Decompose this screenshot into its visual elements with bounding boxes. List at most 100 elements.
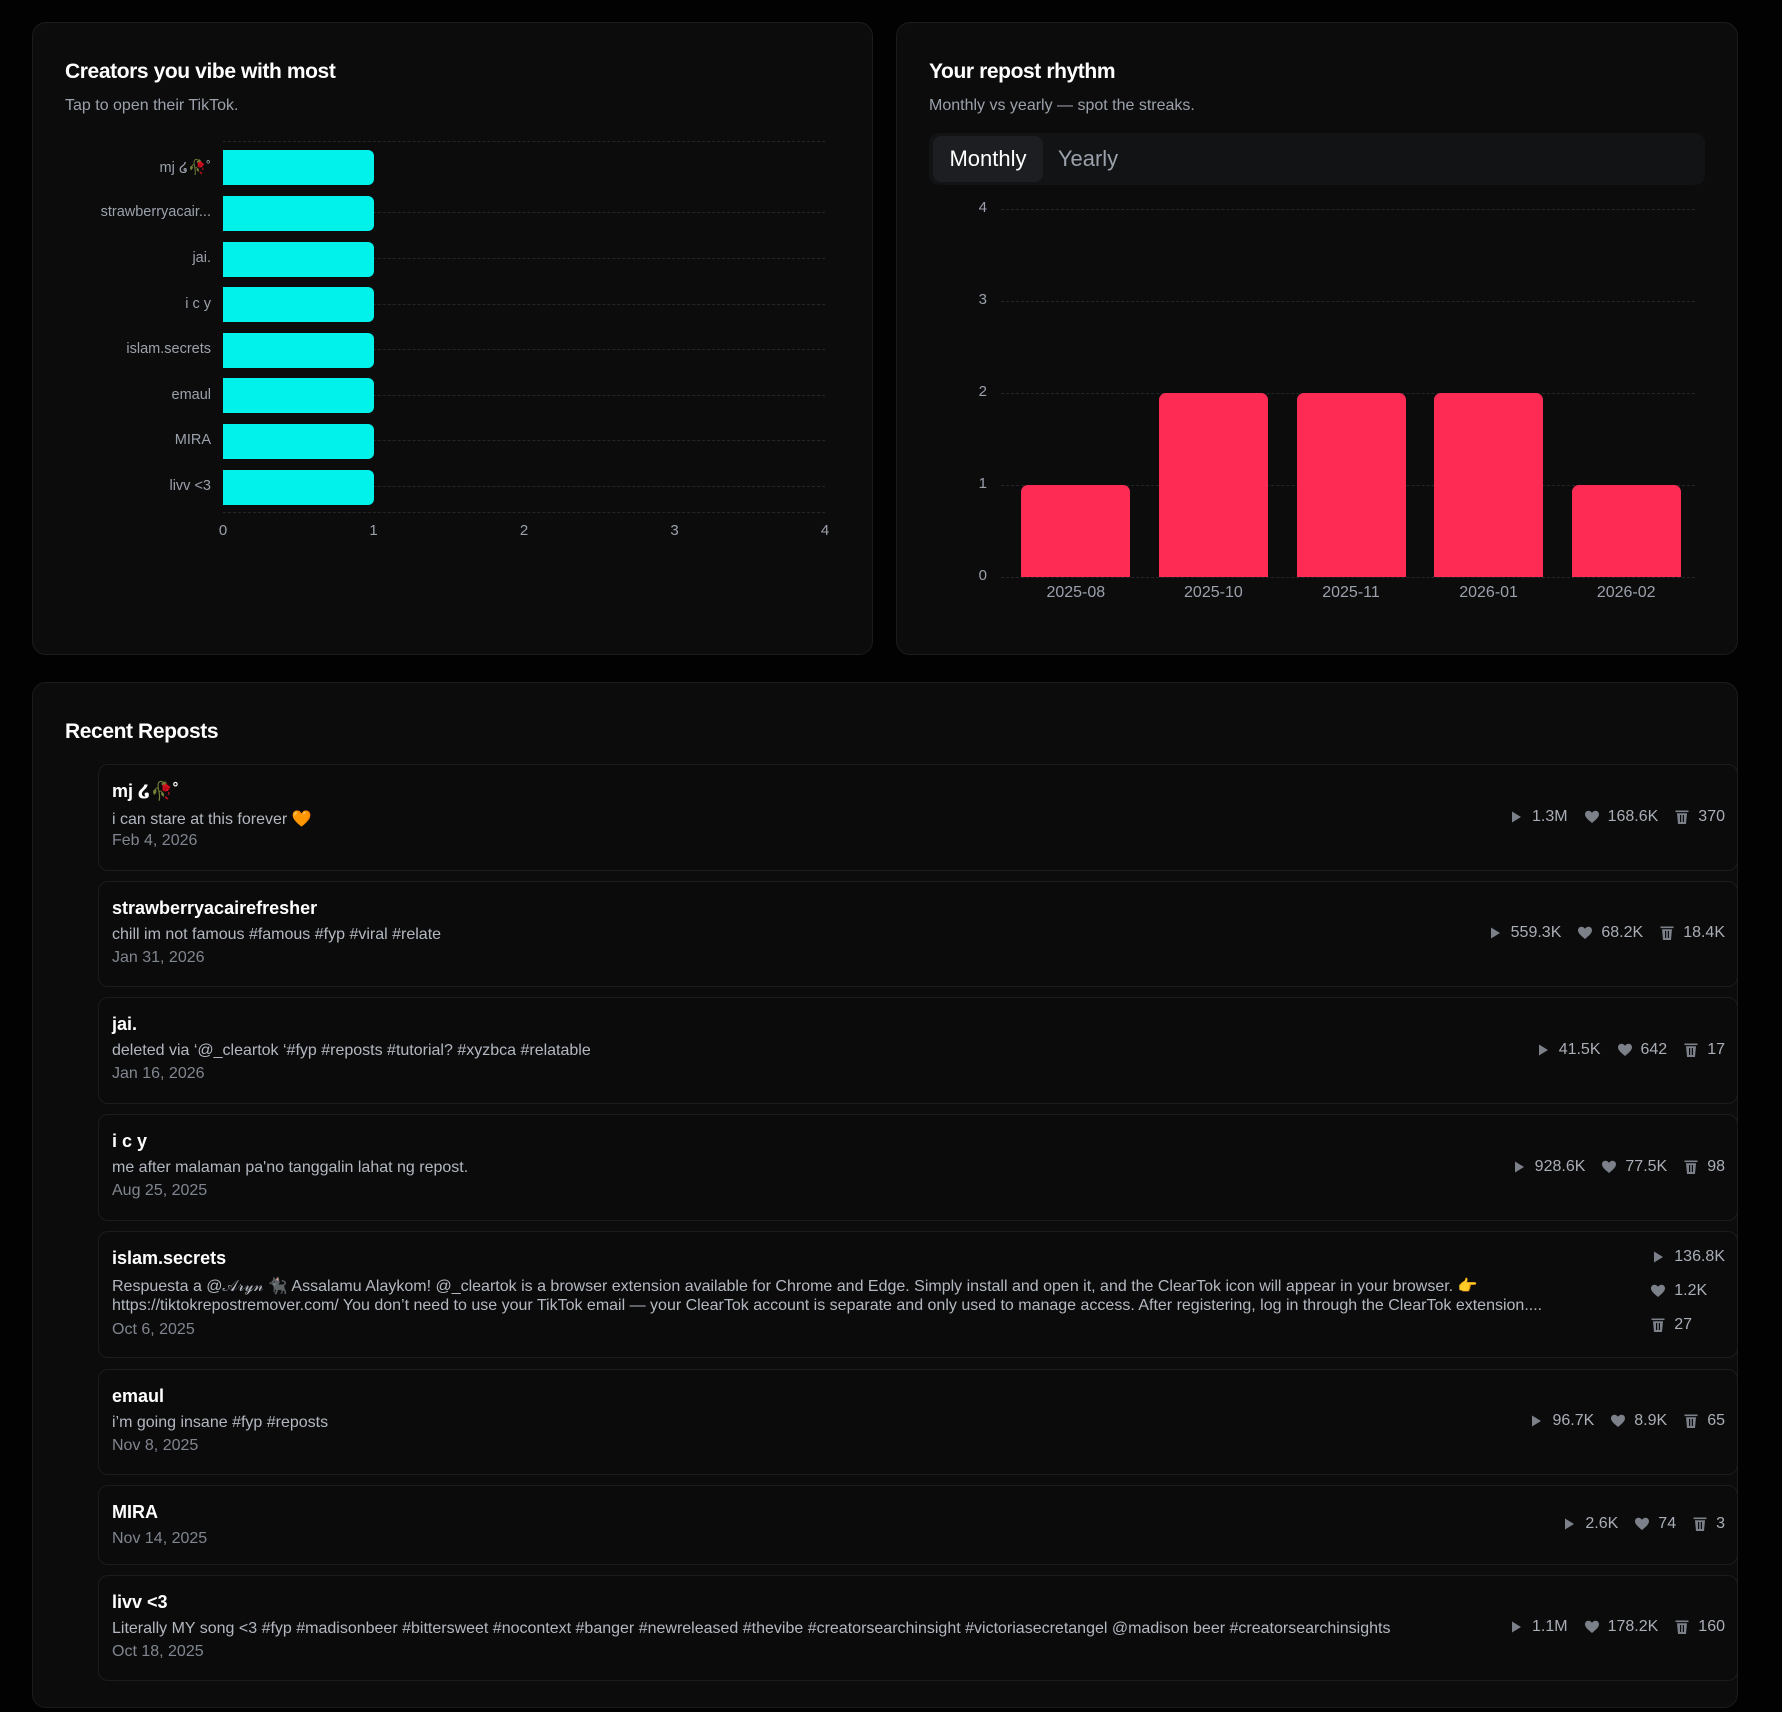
creators-bar-chart: mj ໒🥀˚ strawberryacair... jai. i c y islam.s… bbox=[33, 23, 872, 654]
creator-label[interactable]: islam.secrets bbox=[126, 341, 211, 358]
month-bar[interactable] bbox=[1434, 393, 1544, 577]
creator-bar[interactable] bbox=[223, 423, 374, 459]
repost-date: Feb 4, 2026 bbox=[112, 832, 198, 849]
grid-line bbox=[223, 511, 825, 513]
repost-date: Oct 18, 2025 bbox=[112, 1643, 204, 1660]
grid-line bbox=[1001, 301, 1695, 302]
repost-stats: 1.1M 178.2K 160 bbox=[1508, 1618, 1725, 1636]
repost-stats: 559.3K 68.2K 18.4K bbox=[1487, 924, 1725, 942]
creator-label[interactable]: mj ໒🥀˚ bbox=[159, 159, 211, 176]
heart-icon bbox=[1634, 1516, 1650, 1532]
views-stat: 559.3K bbox=[1487, 924, 1562, 942]
likes-count: 74 bbox=[1658, 1515, 1677, 1532]
removed-count: 160 bbox=[1698, 1618, 1725, 1635]
month-bar[interactable] bbox=[1296, 393, 1406, 577]
creators-panel-subtitle: Tap to open their TikTok. bbox=[65, 97, 239, 114]
creator-bar[interactable] bbox=[223, 150, 374, 186]
likes-count: 77.5K bbox=[1625, 1157, 1668, 1175]
grid-line bbox=[223, 349, 825, 351]
repost-stats: 96.7K 8.9K 65 bbox=[1528, 1412, 1725, 1430]
likes-stat: 8.9K bbox=[1610, 1412, 1667, 1430]
repost-row[interactable]: islam.secrets Respuesta a @𝒜𝓇𝓎𝓃 🐈‍⬛ Assal… bbox=[98, 1231, 1738, 1358]
creator-name: MIRA bbox=[112, 1502, 158, 1522]
period-tabs: Monthly Yearly bbox=[929, 133, 1705, 185]
y-axis-tick: 3 bbox=[978, 291, 987, 308]
likes-stat: 68.2K bbox=[1577, 924, 1643, 942]
tab-monthly[interactable]: Monthly bbox=[933, 136, 1043, 182]
views-count: 928.6K bbox=[1534, 1157, 1586, 1175]
repost-row[interactable]: MIRA Nov 14, 2025 2.6K 74 3 bbox=[98, 1485, 1738, 1565]
creator-bar[interactable] bbox=[223, 469, 374, 505]
play-icon bbox=[1650, 1249, 1666, 1265]
y-axis-tick: 4 bbox=[978, 199, 987, 216]
repost-date: Oct 6, 2025 bbox=[112, 1321, 195, 1338]
likes-count: 68.2K bbox=[1601, 924, 1644, 941]
views-count: 41.5K bbox=[1558, 1040, 1601, 1058]
trash-icon bbox=[1674, 809, 1690, 825]
heart-icon bbox=[1617, 1042, 1633, 1058]
creator-name: jai. bbox=[112, 1014, 138, 1034]
play-icon bbox=[1511, 1159, 1527, 1175]
creator-name: islam.secrets bbox=[112, 1248, 227, 1268]
repost-row[interactable]: livv <3 Literally MY song <3 #fyp #madiso… bbox=[98, 1575, 1738, 1681]
views-count: 1.1M bbox=[1532, 1618, 1568, 1635]
repost-caption: Literally MY song <3 #fyp #madisonbeer #… bbox=[112, 1620, 1391, 1637]
repost-date: Jan 16, 2026 bbox=[112, 1065, 205, 1082]
creators-panel-title: Creators you vibe with most bbox=[65, 60, 336, 83]
x-axis-tick: 2026-02 bbox=[1596, 584, 1656, 601]
repost-caption: Respuesta a @𝒜𝓇𝓎𝓃 🐈‍⬛ Assalamu Alaykom! … bbox=[112, 1278, 1478, 1295]
creator-bar[interactable] bbox=[223, 195, 374, 231]
repost-row[interactable]: mj ໒🥀˚ i can stare at this forever 🧡 Feb 4… bbox=[98, 764, 1738, 871]
creator-label[interactable]: i c y bbox=[185, 295, 211, 312]
y-axis-tick: 1 bbox=[978, 475, 987, 492]
removed-stat: 160 bbox=[1674, 1618, 1725, 1636]
x-axis-tick: 2 bbox=[519, 521, 529, 539]
repost-row[interactable]: strawberryacairefresher chill im not famo… bbox=[98, 881, 1738, 987]
trash-icon bbox=[1683, 1413, 1699, 1429]
grid-line bbox=[223, 141, 825, 142]
removed-stat: 65 bbox=[1683, 1412, 1725, 1430]
grid-line bbox=[1001, 577, 1695, 578]
creator-label[interactable]: livv <3 bbox=[169, 478, 211, 494]
creator-bar[interactable] bbox=[223, 287, 374, 323]
removed-count: 17 bbox=[1707, 1040, 1725, 1058]
views-count: 1.3M bbox=[1532, 807, 1568, 825]
repost-row[interactable]: emaul i’m going insane #fyp #reposts Nov 8… bbox=[98, 1369, 1738, 1475]
play-icon bbox=[1535, 1042, 1551, 1058]
creator-bar[interactable] bbox=[223, 378, 374, 414]
creator-name: i c y bbox=[112, 1131, 148, 1151]
tab-yearly[interactable]: Yearly bbox=[1057, 146, 1119, 171]
likes-stat: 168.6K bbox=[1584, 808, 1658, 826]
repost-row[interactable]: jai. deleted via ‘@_cleartok ‘#fyp #repos… bbox=[98, 997, 1738, 1104]
creator-bar[interactable] bbox=[223, 332, 374, 368]
repost-date: Jan 31, 2026 bbox=[112, 949, 205, 966]
creator-label[interactable]: strawberryacair... bbox=[100, 204, 211, 221]
trash-icon bbox=[1692, 1516, 1708, 1532]
recent-reposts-title: Recent Reposts bbox=[65, 720, 219, 743]
trash-icon bbox=[1683, 1159, 1699, 1175]
grid-line bbox=[223, 212, 825, 214]
repost-date: Aug 25, 2025 bbox=[112, 1182, 208, 1199]
creator-label[interactable]: emaul bbox=[171, 386, 212, 403]
creator-label[interactable]: jai. bbox=[192, 250, 211, 266]
x-axis-tick: 1 bbox=[369, 521, 378, 539]
recent-reposts-panel: Recent Reposts mj ໒🥀˚ i can stare at this… bbox=[32, 682, 1738, 1708]
removed-count: 27 bbox=[1674, 1316, 1693, 1333]
removed-stat: 370 bbox=[1674, 808, 1725, 826]
trash-icon bbox=[1650, 1317, 1666, 1333]
creator-name: strawberryacairefresher bbox=[112, 898, 318, 918]
views-count: 559.3K bbox=[1510, 924, 1562, 941]
month-bar[interactable] bbox=[1158, 393, 1268, 577]
views-count: 136.8K bbox=[1674, 1248, 1725, 1265]
heart-icon bbox=[1584, 809, 1600, 825]
play-icon bbox=[1487, 925, 1503, 941]
removed-count: 370 bbox=[1698, 807, 1725, 825]
month-bar[interactable] bbox=[1571, 485, 1681, 577]
creator-bar[interactable] bbox=[223, 241, 374, 277]
month-bar[interactable] bbox=[1021, 485, 1131, 577]
likes-count: 8.9K bbox=[1634, 1412, 1668, 1429]
creator-label[interactable]: MIRA bbox=[174, 432, 211, 449]
removed-stat: 17 bbox=[1683, 1041, 1725, 1059]
creators-panel: Creators you vibe with most Tap to open … bbox=[32, 22, 873, 655]
repost-row[interactable]: i c y me after malaman pa'no tanggalin la… bbox=[98, 1114, 1738, 1221]
